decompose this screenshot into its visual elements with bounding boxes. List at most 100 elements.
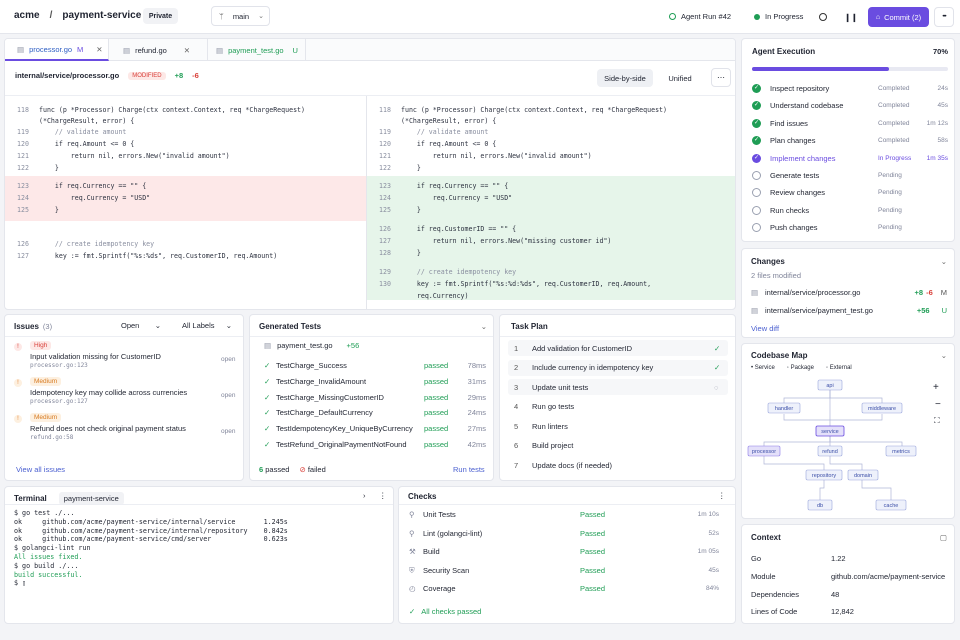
check-type-icon: ⚲ <box>409 528 415 538</box>
chevron-down-icon[interactable]: ⌄ <box>480 322 487 331</box>
run-tests-button[interactable]: Run tests <box>453 465 485 474</box>
commit-button[interactable]: ⌂ Commit (2) <box>868 7 929 27</box>
chevron-right-icon[interactable]: › <box>363 491 366 500</box>
node-processor[interactable] <box>747 445 781 457</box>
fit-view-icon[interactable]: ⛶ <box>934 416 940 425</box>
agent-step-status: Pending <box>878 206 902 214</box>
terminal-tab[interactable]: payment-service <box>58 492 124 505</box>
issue-location[interactable]: refund.go:58 <box>30 434 74 441</box>
zoom-out-button[interactable]: − <box>935 399 941 410</box>
branch-select[interactable]: ᛘ main ⌄ <box>211 6 270 26</box>
node-service[interactable] <box>815 425 845 437</box>
labels-filter[interactable]: All Labels ⌄ <box>175 318 239 333</box>
zoom-in-button[interactable]: + <box>933 382 939 393</box>
check-row[interactable]: ⚒ Build Passed 1m 05s <box>409 547 719 556</box>
codebase-map-panel: Codebase Map ⌄ • Service ◦ Package ◦ Ext… <box>741 343 955 519</box>
unified-button[interactable]: Unified <box>655 69 705 87</box>
check-row[interactable]: ⛨ Security Scan Passed 45s <box>409 566 719 576</box>
issue-location[interactable]: processor.go:123 <box>30 362 88 369</box>
plan-text: Run go tests <box>532 402 575 411</box>
node-refund[interactable] <box>817 445 843 457</box>
test-row[interactable]: ✓ TestCharge_DefaultCurrency passed 24ms <box>264 408 486 417</box>
close-icon[interactable]: ✕ <box>183 45 191 55</box>
node-cache[interactable] <box>875 499 907 511</box>
side-by-side-button[interactable]: Side-by-side <box>597 69 653 87</box>
agent-step[interactable]: Generate tests Pending <box>752 171 948 180</box>
check-status: Passed <box>580 528 606 538</box>
context-row: Dependencies 48 <box>751 590 840 599</box>
chevron-down-icon[interactable]: ⌄ <box>940 351 947 360</box>
repo-name[interactable]: payment-service <box>62 10 142 21</box>
circle-icon <box>819 13 827 21</box>
legend-external: ◦ External <box>825 365 852 371</box>
more-button[interactable]: ••• <box>934 7 954 27</box>
check-row[interactable]: ◴ Coverage Passed 84% <box>409 584 719 593</box>
plan-item[interactable]: 1 Add validation for CustomerID ✓ <box>508 340 728 356</box>
node-api[interactable] <box>817 379 843 391</box>
stop-button[interactable] <box>814 8 832 26</box>
plan-title: Task Plan <box>511 322 548 331</box>
terminal-more-icon[interactable]: ⋮ <box>379 491 387 500</box>
agent-step[interactable]: ✓ Inspect repository Completed 24s <box>752 84 948 93</box>
node-metrics[interactable] <box>885 445 917 457</box>
terminal-line: ok github.com/acme/payment-service/cmd/s… <box>14 535 288 544</box>
issues-title: Issues <box>14 322 39 331</box>
test-row[interactable]: ✓ TestRefund_OriginalPaymentNotFound passe… <box>264 440 486 449</box>
state-filter[interactable]: Open ⌄ <box>114 318 168 333</box>
check-row[interactable]: ⚲ Unit Tests Passed 1m 10s <box>409 510 719 519</box>
check-row[interactable]: ⚲ Lint (golangci-lint) Passed 52s <box>409 529 719 538</box>
issue-title[interactable]: Refund does not check original payment s… <box>30 424 186 433</box>
chevron-down-icon[interactable]: ⌄ <box>940 257 947 266</box>
view-all-issues-link[interactable]: View all issues <box>16 465 66 474</box>
status-dot-icon <box>754 13 760 20</box>
close-icon[interactable]: ✕ <box>96 44 103 54</box>
test-row[interactable]: ✓ TestCharge_InvalidAmount passed 31ms <box>264 377 486 386</box>
test-row[interactable]: ✓ TestIdempotencyKey_UniqueByCurrency pass… <box>264 424 486 433</box>
agent-step[interactable]: ✓ Understand codebase Completed 45s <box>752 101 948 111</box>
agent-step[interactable]: ✓ Find issues Completed 1m 12s <box>752 118 948 128</box>
plan-item[interactable]: 2 Include currency in idempotency key ✓ <box>508 359 728 376</box>
tab-payment-test[interactable]: ▤ payment_test.go U <box>208 39 306 61</box>
node-domain[interactable] <box>847 469 879 481</box>
terminal-output[interactable]: $ go test ./... ok github.com/acme/paymen… <box>14 509 288 588</box>
terminal-line: $ golangci-lint run <box>14 544 91 553</box>
issue-title[interactable]: Idempotency key may collide across curre… <box>30 388 188 397</box>
test-row[interactable]: ✓ TestCharge_Success passed 78ms <box>264 361 486 370</box>
agent-step-status: Pending <box>878 189 902 197</box>
plan-item[interactable]: 4 Run go tests <box>508 399 728 415</box>
checks-more-icon[interactable]: ⋮ <box>718 491 726 500</box>
issue-location[interactable]: processor.go:127 <box>30 398 88 405</box>
agent-step[interactable]: Push changes Pending <box>752 223 948 233</box>
node-db[interactable] <box>807 499 833 511</box>
agent-step[interactable]: Review changes Pending <box>752 188 948 198</box>
check-icon: ✓ <box>264 424 271 434</box>
pause-button[interactable]: ❙❙ <box>842 8 860 26</box>
node-middleware[interactable] <box>861 402 903 414</box>
view-diff-link[interactable]: View diff <box>751 324 780 333</box>
issue-title[interactable]: Input validation missing for CustomerID <box>30 352 161 361</box>
modified-badge: MODIFIED <box>128 71 166 80</box>
plan-number: 2 <box>514 363 519 372</box>
node-handler[interactable] <box>767 402 801 414</box>
agent-step[interactable]: Run checks Pending <box>752 205 948 215</box>
org-name[interactable]: acme <box>14 10 40 21</box>
agent-step-name: Inspect repository <box>770 84 830 93</box>
agent-step[interactable]: ✓ Plan changes Completed 58s <box>752 136 948 146</box>
node-repository[interactable] <box>805 469 843 481</box>
tab-refund[interactable]: ▤ refund.go ✕ <box>109 39 208 61</box>
plan-item[interactable]: 3 Update unit tests ◌ <box>508 379 728 395</box>
agent-step[interactable]: ✓ Implement changes In Progress 1m 35s <box>752 153 948 163</box>
plan-item[interactable]: 7 Update docs (if needed) <box>508 457 728 473</box>
tab-processor[interactable]: ▤ processor.go M ✕ <box>5 39 109 61</box>
agent-step-status: Completed <box>878 119 910 127</box>
commit-icon: ⌂ <box>875 13 881 21</box>
copy-icon[interactable]: ▢ <box>939 533 947 542</box>
plan-item[interactable]: 6 Build project <box>508 438 728 454</box>
changed-file[interactable]: ▤ internal/service/processor.go +8 -6 M <box>751 288 947 297</box>
diff-more-button[interactable]: ⋯ <box>711 68 731 87</box>
test-file[interactable]: ▤ payment_test.go +56 <box>264 341 360 350</box>
plan-item[interactable]: 5 Run linters <box>508 418 728 434</box>
test-row[interactable]: ✓ TestCharge_MissingCustomerID passed 29ms <box>264 393 486 402</box>
changed-file[interactable]: ▤ internal/service/payment_test.go +56 U <box>751 306 947 315</box>
agent-step-status: Completed <box>878 137 910 145</box>
